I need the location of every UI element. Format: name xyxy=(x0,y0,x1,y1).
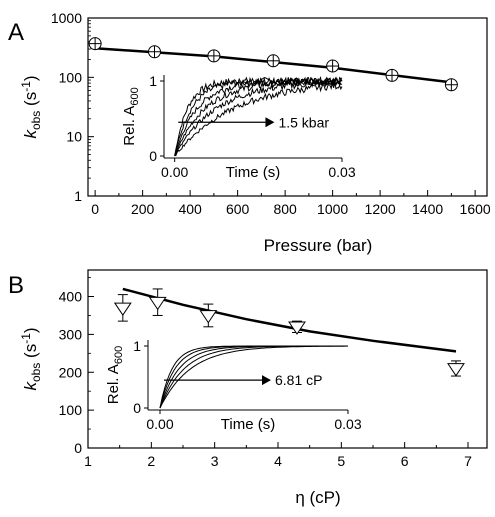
data-point-triangle xyxy=(148,296,167,311)
y-tick-label: 100 xyxy=(59,69,83,85)
inset-annotation-arrowhead xyxy=(262,375,271,386)
inset-annotation-arrowhead xyxy=(265,117,275,128)
x-tick-label: 1600 xyxy=(460,201,491,217)
y-axis-title-part: obs xyxy=(29,111,43,130)
y-axis-title-part: (s xyxy=(21,344,40,363)
panel-a-y-axis-title: kobs (s-1) xyxy=(19,75,43,138)
inset-y-title-main: Rel. A xyxy=(105,364,122,404)
x-tick-label: 1200 xyxy=(365,201,396,217)
y-axis-title-text: kobs (s-1) xyxy=(19,327,43,390)
inset-trace xyxy=(174,78,343,156)
x-tick-label: 6 xyxy=(401,453,409,469)
inset-y-axis-title: Rel. A600 xyxy=(121,87,141,145)
y-axis-title-text: kobs (s-1) xyxy=(19,75,43,138)
panel-b-fit-line xyxy=(122,287,457,353)
inset-y-tick-label: 0 xyxy=(133,400,141,416)
y-tick-label: 0 xyxy=(74,440,82,456)
inset-y-title-sub: 600 xyxy=(129,87,141,105)
x-tick-label: 200 xyxy=(131,201,155,217)
y-tick-label: 300 xyxy=(59,326,83,342)
data-point-triangle xyxy=(288,321,306,335)
y-tick-label: 100 xyxy=(59,402,83,418)
inset-y-title-sub: 600 xyxy=(113,346,125,364)
inset-y-tick-label: 1 xyxy=(133,338,141,354)
inset-annotation-label: 6.81 cP xyxy=(275,372,322,388)
panel-b-data-point xyxy=(113,294,132,322)
y-axis-title-part: -1 xyxy=(19,333,33,344)
inset-trace xyxy=(159,345,348,409)
panel-a-plot xyxy=(88,37,458,92)
panel-a-frame xyxy=(87,17,488,197)
y-axis-title-part: -1 xyxy=(19,81,33,92)
inset-background xyxy=(164,75,342,158)
inset-x-axis-title: Time (s) xyxy=(221,416,275,433)
panel-a-data-point xyxy=(385,68,399,82)
panel-b-x-axis-title: η (cP) xyxy=(295,488,340,507)
inset-x-tick-label: 0.00 xyxy=(161,164,188,180)
inset-y-title-main: Rel. A xyxy=(121,106,138,146)
panel-b-frame xyxy=(87,269,488,449)
x-tick-label: 4 xyxy=(274,453,282,469)
inset-x-axis-title: Time (s) xyxy=(226,164,280,181)
inset-x-tick-label: 0.03 xyxy=(334,416,361,432)
inset-x-tick-label: 0.00 xyxy=(146,416,173,432)
panel-b-letter: B xyxy=(8,272,24,299)
x-tick-label: 3 xyxy=(211,453,219,469)
x-tick-label: 800 xyxy=(273,201,297,217)
panel-a-data-point xyxy=(148,45,161,59)
panel-b-data-point xyxy=(199,303,218,328)
panel-a-letter: A xyxy=(8,19,24,46)
inset-y-tick-label: 1 xyxy=(149,73,157,89)
inset-y-tick-label: 0 xyxy=(149,148,157,164)
x-tick-label: 1 xyxy=(84,453,92,469)
panel-a: A kobs (s-1) Pressure (bar) 0 200 400 600 80… xyxy=(8,10,491,255)
inset-background xyxy=(148,340,348,410)
y-tick-label: 1000 xyxy=(51,10,82,26)
panel-a-data-point xyxy=(207,49,221,63)
panel-b: B kobs (s-1) η (cP) 1 2 3 4 5 6 7 0 100 200 300 400… xyxy=(8,269,488,507)
x-tick-label: 1400 xyxy=(412,201,443,217)
y-axis-title-part: obs xyxy=(29,363,43,382)
x-tick-label: 1000 xyxy=(317,201,348,217)
x-tick-label: 2 xyxy=(147,453,155,469)
y-tick-label: 200 xyxy=(59,364,83,380)
data-point-triangle xyxy=(113,302,132,316)
panel-a-x-axis-title: Pressure (bar) xyxy=(264,236,373,255)
data-point-triangle xyxy=(199,310,218,324)
y-axis-title-part: k xyxy=(21,129,40,139)
panel-b-inset: 0.00 0.03 0 1 Time (s) Rel. A600 6.81 cP xyxy=(105,338,362,433)
x-tick-label: 600 xyxy=(226,201,250,217)
panel-b-y-axis-title: kobs (s-1) xyxy=(19,327,43,390)
y-tick-label: 1 xyxy=(74,188,82,204)
panel-b-axes: 1 2 3 4 5 6 7 0 100 200 300 400 xyxy=(59,269,488,469)
y-tick-label: 400 xyxy=(59,289,83,305)
panel-a-data-point xyxy=(88,37,102,51)
panel-b-data-point xyxy=(148,288,167,316)
panel-b-data-point xyxy=(288,320,306,335)
panel-b-plot xyxy=(113,287,465,377)
panel-b-data-point xyxy=(447,360,465,377)
y-tick-label: 10 xyxy=(66,129,82,145)
x-tick-label: 400 xyxy=(178,201,202,217)
y-axis-title-part: k xyxy=(21,381,40,391)
x-tick-label: 7 xyxy=(464,453,472,469)
panel-a-data-point xyxy=(326,59,340,73)
y-axis-title-part: ) xyxy=(21,327,40,333)
inset-x-tick-label: 0.03 xyxy=(328,164,355,180)
y-axis-title-part: (s xyxy=(21,92,40,111)
inset-annotation-label: 1.5 kbar xyxy=(278,114,329,130)
x-tick-label: 5 xyxy=(337,453,345,469)
panel-a-data-point xyxy=(444,78,458,92)
panel-a-inset: 0.00 0.03 0 1 Time (s) Rel. A600 1.5 kbar xyxy=(121,73,356,181)
inset-trace xyxy=(174,82,343,157)
inset-trace xyxy=(174,76,343,157)
y-axis-title-part: ) xyxy=(21,75,40,81)
data-point-triangle xyxy=(447,363,465,377)
inset-y-axis-title: Rel. A600 xyxy=(105,346,125,404)
x-tick-label: 0 xyxy=(91,201,99,217)
panel-a-data-point xyxy=(266,54,280,68)
